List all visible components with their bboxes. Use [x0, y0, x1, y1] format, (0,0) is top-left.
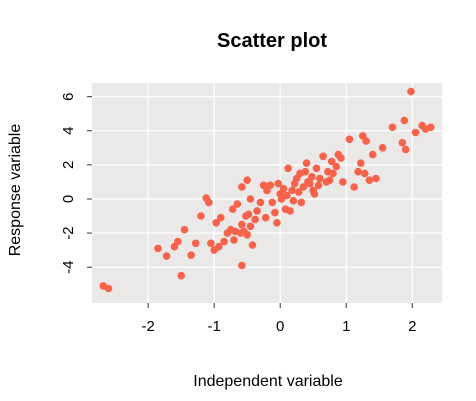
- y-axis-label: Response variable: [7, 124, 24, 257]
- data-point: [398, 138, 407, 147]
- data-point: [407, 87, 415, 96]
- data-point: [248, 241, 257, 249]
- data-point: [212, 219, 220, 227]
- data-point: [177, 271, 185, 280]
- data-point: [279, 184, 288, 193]
- data-point: [327, 157, 336, 166]
- chart-title: Scatter plot: [217, 30, 327, 52]
- y-tick-label: 0: [60, 195, 77, 203]
- y-tick-label: 6: [60, 92, 77, 100]
- data-point: [162, 252, 171, 260]
- data-point: [301, 167, 310, 176]
- data-point: [400, 116, 409, 125]
- data-point: [238, 183, 246, 191]
- data-point: [271, 208, 279, 217]
- data-point: [273, 219, 281, 227]
- data-point: [312, 164, 321, 173]
- data-point: [354, 167, 362, 176]
- data-point: [215, 242, 223, 251]
- data-point: [310, 190, 319, 198]
- y-tick-label: -2: [60, 226, 77, 239]
- data-point: [329, 169, 337, 178]
- data-point: [191, 239, 200, 248]
- data-point: [261, 213, 270, 222]
- data-point: [243, 176, 251, 184]
- x-tick-label: -2: [141, 318, 154, 335]
- data-point: [306, 179, 314, 188]
- data-point: [362, 137, 370, 145]
- data-point: [360, 169, 369, 178]
- y-tick-label: 2: [60, 161, 77, 169]
- data-point: [411, 128, 420, 137]
- data-point: [238, 220, 246, 229]
- data-point: [294, 188, 303, 196]
- data-point: [230, 236, 238, 244]
- data-point: [297, 198, 306, 207]
- data-point: [197, 212, 205, 220]
- data-point: [388, 123, 397, 132]
- data-point: [266, 181, 275, 190]
- data-point: [316, 174, 324, 183]
- data-point: [368, 150, 377, 159]
- data-point: [244, 210, 253, 219]
- data-point: [207, 239, 215, 248]
- data-point: [246, 222, 255, 231]
- x-tick-label: 1: [342, 318, 350, 335]
- data-point: [217, 213, 225, 222]
- data-point: [205, 198, 213, 207]
- y-axis: -4 -2 0 2 4 6: [60, 92, 92, 274]
- data-point: [246, 195, 255, 203]
- x-tick-label: -1: [207, 318, 220, 335]
- data-points: [99, 87, 435, 293]
- data-point: [427, 123, 435, 132]
- data-point: [256, 198, 265, 207]
- data-point: [104, 284, 113, 293]
- data-point: [253, 207, 261, 215]
- data-point: [233, 200, 242, 208]
- y-tick-label: 4: [60, 127, 77, 135]
- data-point: [302, 159, 311, 167]
- data-point: [251, 215, 259, 224]
- x-axis: -2 -1 0 1 2: [141, 303, 416, 335]
- data-point: [299, 183, 308, 191]
- data-point: [337, 154, 345, 162]
- data-point: [339, 178, 347, 186]
- data-point: [314, 181, 323, 190]
- data-point: [284, 164, 292, 173]
- data-point: [288, 186, 296, 195]
- data-point: [274, 179, 283, 188]
- x-tick-label: 2: [408, 318, 416, 335]
- data-point: [243, 231, 251, 239]
- data-point: [154, 244, 162, 253]
- data-point: [319, 152, 327, 161]
- data-point: [365, 176, 374, 184]
- data-point: [345, 135, 354, 144]
- data-point: [350, 183, 359, 191]
- x-tick-label: 0: [276, 318, 284, 335]
- data-point: [332, 162, 341, 171]
- x-axis-label: Independent variable: [193, 373, 343, 390]
- data-point: [283, 191, 291, 200]
- y-tick-label: -4: [60, 261, 77, 274]
- data-point: [357, 159, 365, 167]
- data-point: [289, 196, 298, 205]
- data-point: [378, 144, 387, 152]
- data-point: [268, 198, 277, 207]
- data-point: [372, 174, 380, 183]
- data-point: [174, 237, 182, 246]
- data-point: [308, 173, 316, 181]
- data-point: [220, 237, 228, 246]
- data-point: [187, 251, 195, 259]
- data-point: [180, 225, 189, 234]
- data-point: [286, 207, 294, 215]
- data-point: [238, 261, 246, 270]
- data-point: [401, 145, 410, 154]
- data-point: [228, 205, 237, 213]
- data-point: [325, 176, 334, 184]
